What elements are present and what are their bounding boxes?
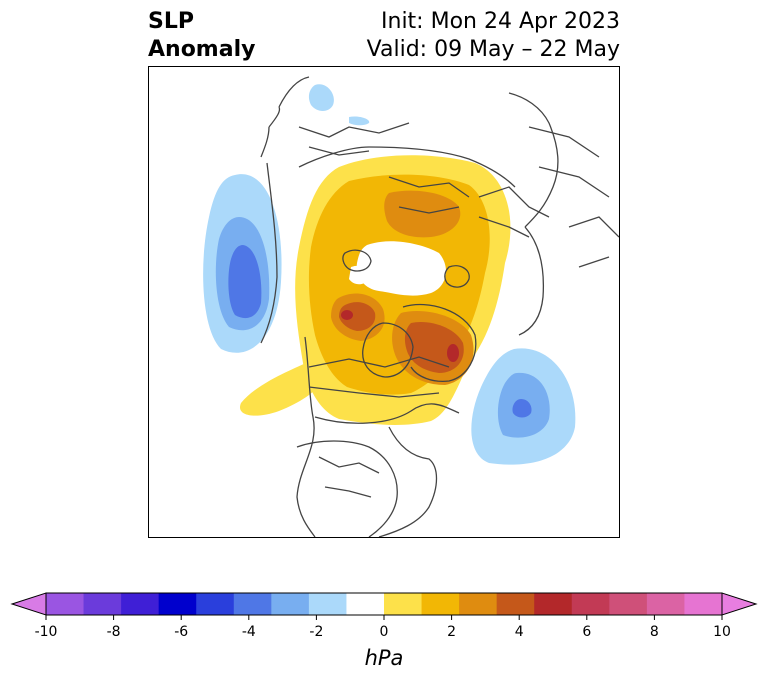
colorbar [10, 592, 758, 620]
colorbar-cell [271, 593, 310, 615]
pacific-low-anomaly [203, 174, 282, 353]
init-date: Init: Mon 24 Apr 2023 [381, 9, 620, 34]
map-panel [148, 66, 620, 538]
colorbar-tick-label: -2 [309, 624, 324, 640]
colorbar-tick-label: 2 [447, 624, 457, 640]
colorbar-cell [571, 593, 610, 615]
colorbar-cell [196, 593, 235, 615]
colorbar-cell [609, 593, 648, 615]
colorbar-cell [534, 593, 573, 615]
colorbar-tick-label: -10 [34, 624, 58, 640]
atlantic-low-anomaly [471, 348, 576, 465]
colorbar-tick-label: 10 [713, 624, 731, 640]
colorbar-unit: hPa [364, 646, 404, 670]
colorbar-cell [308, 593, 347, 615]
coastlines [260, 76, 619, 537]
colorbar-tick-label: -6 [174, 624, 189, 640]
colorbar-cell [684, 593, 723, 615]
colorbar-tick-label: -8 [106, 624, 121, 640]
scandinavia-low-anomaly [308, 84, 370, 126]
forecast-dates: Init: Mon 24 Apr 2023 Valid: 09 May – 22… [367, 8, 620, 64]
polar-map [203, 76, 619, 537]
colorbar-cell [496, 593, 535, 615]
map-title: SLP Anomaly [148, 8, 255, 64]
colorbar-tick-label: 6 [582, 624, 592, 640]
title-variable-line1: SLP [148, 9, 194, 34]
colorbar-cell [384, 593, 423, 615]
colorbar-cell [459, 593, 498, 615]
colorbar-cell [158, 593, 197, 615]
colorbar-cell [646, 593, 685, 615]
colorbar-extend-high [721, 592, 758, 616]
colorbar-cell [46, 593, 85, 615]
colorbar-cell [83, 593, 122, 615]
colorbar-tick-label: 0 [379, 624, 389, 640]
colorbar-tick-label: 4 [514, 624, 524, 640]
arctic-high-anomaly [239, 155, 511, 425]
valid-period: Valid: 09 May – 22 May [366, 37, 620, 62]
colorbar-cell [121, 593, 160, 615]
colorbar-tick-label: 8 [649, 624, 659, 640]
colorbar-tick-label: -4 [241, 624, 256, 640]
colorbar-cells [46, 593, 723, 615]
colorbar-cell [233, 593, 272, 615]
colorbar-cell [346, 593, 385, 615]
colorbar-cell [421, 593, 460, 615]
colorbar-extend-low [10, 592, 47, 616]
title-variable-line2: Anomaly [148, 37, 256, 62]
colorbar-ticks [45, 615, 723, 620]
